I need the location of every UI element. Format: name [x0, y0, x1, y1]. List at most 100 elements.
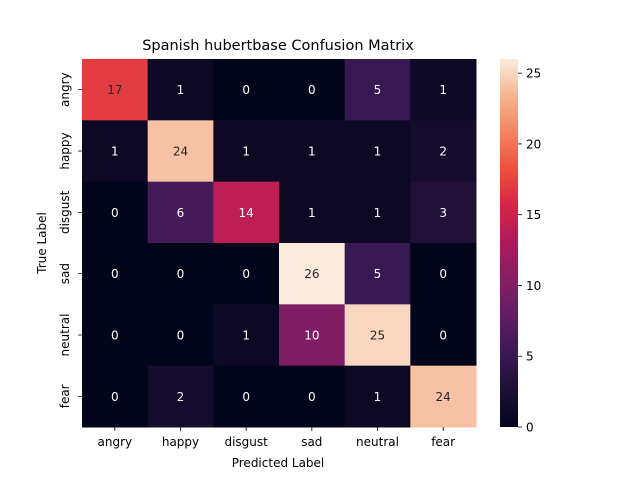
cell-value-label: 1 — [374, 145, 382, 159]
cell-value-label: 1 — [308, 206, 316, 220]
x-axis-label: Predicted Label — [232, 456, 325, 470]
x-tick-label: happy — [162, 435, 199, 449]
x-axis-ticks: angry happy disgust sad neutral fear — [98, 427, 455, 449]
x-tick-label: disgust — [224, 435, 268, 449]
heatmap-cell-neutral-sad — [279, 304, 346, 367]
heatmap-cell-disgust-happy — [147, 181, 214, 244]
heatmap-cell-happy-sad — [279, 120, 346, 183]
chart-title: Spanish hubertbase Confusion Matrix — [142, 38, 414, 54]
heatmap-cell-disgust-angry — [82, 181, 149, 244]
colorbar: 0 5 10 15 20 25 — [500, 59, 541, 435]
cell-value-label: 0 — [308, 390, 316, 404]
heatmap-cell-neutral-happy — [147, 304, 214, 367]
heatmap-cells — [82, 59, 477, 428]
cell-value-label: 0 — [242, 390, 250, 404]
heatmap-cell-happy-disgust — [213, 120, 280, 183]
cell-value-label: 1 — [308, 145, 316, 159]
colorbar-tick-label: 15 — [526, 208, 541, 222]
heatmap-cell-sad-fear — [410, 243, 477, 305]
cell-value-label: 26 — [304, 267, 319, 281]
y-tick-label: angry — [58, 72, 72, 107]
heatmap-cell-sad-happy — [147, 243, 214, 305]
cell-value-label: 0 — [111, 267, 119, 281]
heatmap-cell-neutral-angry — [82, 304, 149, 367]
cell-value-label: 1 — [242, 145, 250, 159]
cell-value-label: 5 — [374, 83, 382, 97]
y-axis-ticks: angry happy disgust sad neutral fear — [58, 72, 82, 408]
cell-value-label: 0 — [111, 390, 119, 404]
cell-value-label: 2 — [177, 390, 185, 404]
cell-value-label: 0 — [242, 267, 250, 281]
heatmap-cell-angry-sad — [279, 59, 346, 121]
y-tick-label: sad — [58, 263, 72, 284]
heatmap-cell-disgust-sad — [279, 181, 346, 244]
x-tick-label: neutral — [356, 435, 399, 449]
heatmap-cell-angry-disgust — [213, 59, 280, 121]
heatmap-cell-happy-fear — [410, 120, 477, 183]
x-tick-label: angry — [98, 435, 133, 449]
y-axis-label: True Label — [35, 212, 49, 275]
heatmap-cell-labels: 17 1 0 0 5 11 24 1 1 1 20 6 14 1 1 30 0 0 26 5 00 0 1 10 25 00 2 0 0… — [107, 83, 451, 404]
y-tick-label: happy — [58, 132, 72, 169]
cell-value-label: 24 — [173, 145, 188, 159]
heatmap-cell-angry-angry — [82, 59, 149, 121]
x-tick-label: sad — [301, 435, 322, 449]
cell-value-label: 0 — [439, 329, 447, 343]
cell-value-label: 0 — [177, 267, 185, 281]
heatmap-cell-sad-sad — [279, 243, 346, 305]
cell-value-label: 2 — [439, 145, 447, 159]
cell-value-label: 17 — [107, 83, 122, 97]
x-tick-label: fear — [431, 435, 455, 449]
cell-value-label: 1 — [374, 206, 382, 220]
cell-value-label: 0 — [439, 267, 447, 281]
heatmap-cell-disgust-disgust — [213, 181, 280, 244]
heatmap-cell-fear-sad — [279, 365, 346, 428]
cell-value-label: 0 — [111, 329, 119, 343]
heatmap-cell-sad-neutral — [344, 243, 411, 305]
cell-value-label: 5 — [374, 267, 382, 281]
heatmap-cell-angry-fear — [410, 59, 477, 121]
cell-value-label: 10 — [304, 329, 319, 343]
heatmap-cell-sad-disgust — [213, 243, 280, 305]
heatmap-cell-happy-angry — [82, 120, 149, 183]
heatmap-cell-happy-happy — [147, 120, 214, 183]
cell-value-label: 0 — [308, 83, 316, 97]
heatmap-cell-disgust-fear — [410, 181, 477, 244]
y-tick-label: neutral — [58, 314, 72, 357]
colorbar-tick-label: 0 — [526, 421, 534, 435]
cell-value-label: 24 — [436, 390, 451, 404]
heatmap-cell-fear-disgust — [213, 365, 280, 428]
heatmap-cell-sad-angry — [82, 243, 149, 305]
cell-value-label: 1 — [177, 83, 185, 97]
cell-value-label: 6 — [177, 206, 185, 220]
heatmap-cell-fear-fear — [410, 365, 477, 428]
heatmap-cell-happy-neutral — [344, 120, 411, 183]
cell-value-label: 1 — [242, 329, 250, 343]
heatmap-cell-neutral-fear — [410, 304, 477, 367]
colorbar-tick-label: 5 — [526, 350, 534, 364]
cell-value-label: 1 — [439, 83, 447, 97]
heatmap-cell-neutral-disgust — [213, 304, 280, 367]
colorbar-tick-label: 20 — [526, 137, 541, 151]
cell-value-label: 1 — [111, 145, 119, 159]
cell-value-label: 14 — [239, 206, 254, 220]
y-tick-label: fear — [58, 384, 72, 408]
colorbar-tick-label: 25 — [526, 67, 541, 81]
heatmap-cell-fear-happy — [147, 365, 214, 428]
heatmap-cell-angry-happy — [147, 59, 214, 121]
heatmap-cell-angry-neutral — [344, 59, 411, 121]
cell-value-label: 0 — [177, 329, 185, 343]
cell-value-label: 0 — [111, 206, 119, 220]
cell-value-label: 25 — [370, 329, 385, 343]
heatmap-cell-fear-angry — [82, 365, 149, 428]
cell-value-label: 1 — [374, 390, 382, 404]
heatmap-cell-disgust-neutral — [344, 181, 411, 244]
colorbar-tick-label: 10 — [526, 279, 541, 293]
cell-value-label: 3 — [439, 206, 447, 220]
colorbar-gradient — [500, 59, 518, 427]
cell-value-label: 0 — [242, 83, 250, 97]
y-tick-label: disgust — [58, 190, 72, 234]
heatmap-cell-neutral-neutral — [344, 304, 411, 367]
heatmap-cell-fear-neutral — [344, 365, 411, 428]
